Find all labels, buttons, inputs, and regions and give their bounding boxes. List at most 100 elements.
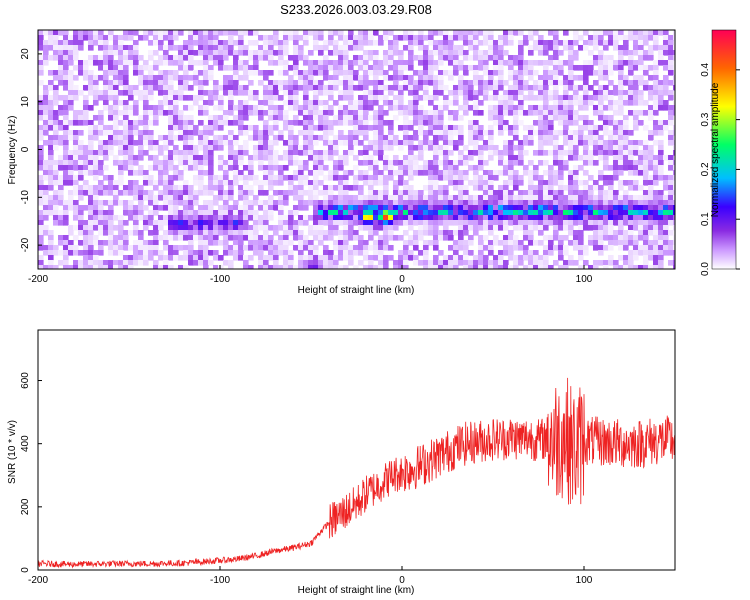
heatmap-cell [458,60,464,66]
heatmap-cell [498,125,504,131]
heatmap-cell [638,100,644,106]
heatmap-cell [548,130,554,136]
heatmap-cell [368,200,374,206]
heatmap-cell [163,240,169,246]
heatmap-cell [228,80,234,86]
heatmap-cell [283,265,289,269]
heatmap-cell [38,235,44,241]
heatmap-cell [508,110,514,116]
heatmap-cell [93,220,99,226]
heatmap-cell [653,110,659,116]
heatmap-cell [363,205,369,211]
heatmap-cell [243,75,249,81]
heatmap-cell [353,140,359,146]
heatmap-cell [178,30,184,36]
heatmap-cell [258,110,264,116]
heatmap-cell [103,125,109,131]
heatmap-cell [658,215,664,221]
heatmap-cell [568,145,574,151]
heatmap-cell [93,155,99,161]
heatmap-cell [58,195,64,201]
heatmap-cell [673,145,675,151]
heatmap-cell [668,35,674,41]
heatmap-cell [263,85,269,91]
heatmap-cell [108,230,114,236]
heatmap-cell [373,140,379,146]
heatmap-cell [518,240,524,246]
heatmap-cell [188,250,194,256]
heatmap-cell [508,235,514,241]
heatmap-cell [83,115,89,121]
heatmap-cell [298,220,304,226]
heatmap-cell [288,185,294,191]
heatmap-cell [163,200,169,206]
heatmap-cell [103,35,109,41]
heatmap-cell [243,50,249,56]
heatmap-cell [438,125,444,131]
heatmap-cell [373,70,379,76]
heatmap-cell [273,225,279,231]
heatmap-cell [103,260,109,266]
heatmap-cell [183,215,189,221]
heatmap-cell [608,200,614,206]
heatmap-cell [338,195,344,201]
heatmap-cell [548,165,554,171]
heatmap-cell [158,80,164,86]
heatmap-cell [578,190,584,196]
heatmap-cell [123,235,129,241]
heatmap-cell [158,40,164,46]
heatmap-cell [128,160,134,166]
heatmap-cell [233,220,239,226]
heatmap-cell [553,225,559,231]
heatmap-cell [453,200,459,206]
heatmap-cell [463,155,469,161]
heatmap-cell [563,245,569,251]
heatmap-cell [158,90,164,96]
heatmap-cell [103,190,109,196]
heatmap-cell [68,95,74,101]
heatmap-cell [398,250,404,256]
heatmap-cell [113,40,119,46]
heatmap-cell [518,30,524,36]
heatmap-cell [643,70,649,76]
heatmap-cell [583,120,589,126]
heatmap-cell [253,180,259,186]
heatmap-cell [628,195,634,201]
heatmap-cell [173,35,179,41]
heatmap-cell [263,220,269,226]
heatmap-cell [458,185,464,191]
heatmap-cell [288,250,294,256]
heatmap-cell [578,125,584,131]
heatmap-cell [598,50,604,56]
heatmap-cell [598,85,604,91]
heatmap-cell [563,95,569,101]
heatmap-cell [98,140,104,146]
heatmap-cell [483,90,489,96]
heatmap-cell [163,35,169,41]
heatmap-cell [318,110,324,116]
heatmap-cell [233,85,239,91]
heatmap-cell [378,180,384,186]
heatmap-cell [323,185,329,191]
heatmap-cell [263,35,269,41]
heatmap-cell [348,105,354,111]
heatmap-cell [363,60,369,66]
heatmap-cell [143,150,149,156]
heatmap-cell [108,225,114,231]
heatmap-cell [203,190,209,196]
heatmap-cell [473,140,479,146]
heatmap-cell [118,200,124,206]
heatmap-cell [43,45,49,51]
heatmap-cell [448,165,454,171]
heatmap-cell [48,45,54,51]
heatmap-cell [558,165,564,171]
heatmap-cell [428,115,434,121]
heatmap-cell [628,170,634,176]
heatmap-cell [138,120,144,126]
heatmap-cell [648,145,654,151]
heatmap-cell [653,240,659,246]
heatmap-cell [243,140,249,146]
heatmap-cell [308,135,314,141]
heatmap-cell [68,240,74,246]
heatmap-cell [188,240,194,246]
